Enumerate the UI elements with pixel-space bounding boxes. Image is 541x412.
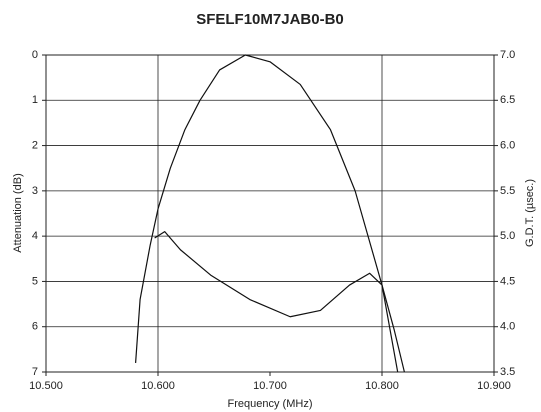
y2-tick-label: 6.0: [500, 139, 515, 151]
series-line: [135, 54, 399, 373]
y2-tick-label: 6.5: [500, 94, 515, 106]
y2-tick-label: 5.0: [500, 230, 515, 242]
chart-title: SFELF10M7JAB0-B0: [196, 11, 344, 28]
series-line: [154, 231, 405, 373]
x-tick-label: 10.600: [141, 380, 175, 392]
x-tick-label: 10.900: [477, 380, 511, 392]
x-tick-label: 10.800: [365, 380, 399, 392]
plot-frame: [45, 54, 495, 373]
x-axis-label: Frequency (MHz): [228, 398, 313, 410]
y-axis-label: Attenuation (dB): [12, 173, 24, 253]
x-tick-label: 10.500: [29, 380, 63, 392]
y-tick-label: 2: [32, 139, 38, 151]
y2-axis-label: G.D.T. (µsec.): [524, 179, 536, 247]
y-tick-label: 4: [32, 230, 38, 242]
y2-tick-label: 5.5: [500, 185, 515, 197]
y2-tick-label: 7.0: [500, 49, 515, 61]
y-tick-label: 1: [32, 94, 38, 106]
y-tick-label: 0: [32, 49, 38, 61]
y2-tick-label: 4.0: [500, 321, 515, 333]
y2-tick-label: 3.5: [500, 366, 515, 378]
y-tick-label: 3: [32, 185, 38, 197]
y-tick-label: 5: [32, 275, 38, 287]
y-tick-label: 7: [32, 366, 38, 378]
x-tick-label: 10.700: [253, 380, 287, 392]
y-tick-label: 6: [32, 321, 38, 333]
y2-tick-label: 4.5: [500, 275, 515, 287]
